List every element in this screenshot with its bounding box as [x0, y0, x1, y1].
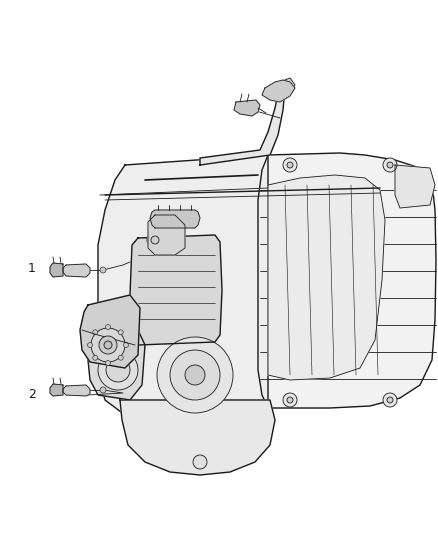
Polygon shape: [262, 80, 295, 102]
Circle shape: [124, 343, 128, 348]
Text: 2: 2: [28, 389, 36, 401]
Circle shape: [287, 397, 293, 403]
Circle shape: [100, 387, 106, 393]
Polygon shape: [130, 235, 222, 345]
Polygon shape: [148, 215, 185, 255]
Polygon shape: [395, 165, 435, 208]
Polygon shape: [120, 400, 275, 475]
Circle shape: [106, 358, 130, 382]
Circle shape: [88, 343, 92, 348]
Circle shape: [91, 328, 125, 362]
Circle shape: [118, 330, 123, 335]
Circle shape: [151, 236, 159, 244]
Circle shape: [283, 158, 297, 172]
Polygon shape: [63, 385, 90, 396]
Circle shape: [193, 455, 207, 469]
Circle shape: [106, 325, 110, 329]
Polygon shape: [50, 263, 63, 277]
Polygon shape: [258, 153, 436, 408]
Polygon shape: [268, 175, 385, 380]
Circle shape: [93, 330, 98, 335]
Circle shape: [93, 355, 98, 360]
Circle shape: [387, 162, 393, 168]
Circle shape: [383, 393, 397, 407]
Polygon shape: [88, 330, 145, 400]
Circle shape: [106, 360, 110, 366]
Circle shape: [387, 397, 393, 403]
Polygon shape: [63, 264, 90, 277]
Polygon shape: [234, 100, 260, 116]
Text: 1: 1: [28, 262, 36, 274]
Circle shape: [287, 162, 293, 168]
Circle shape: [157, 337, 233, 413]
Polygon shape: [200, 85, 285, 165]
Polygon shape: [50, 384, 63, 396]
Circle shape: [283, 393, 297, 407]
Circle shape: [185, 365, 205, 385]
Polygon shape: [80, 295, 140, 368]
Circle shape: [99, 336, 117, 354]
Circle shape: [383, 158, 397, 172]
Circle shape: [104, 341, 112, 349]
Polygon shape: [98, 155, 268, 415]
Circle shape: [100, 267, 106, 273]
Circle shape: [147, 232, 163, 248]
Polygon shape: [268, 78, 295, 100]
Polygon shape: [150, 210, 200, 228]
Circle shape: [118, 355, 123, 360]
Circle shape: [98, 350, 138, 390]
Circle shape: [170, 350, 220, 400]
